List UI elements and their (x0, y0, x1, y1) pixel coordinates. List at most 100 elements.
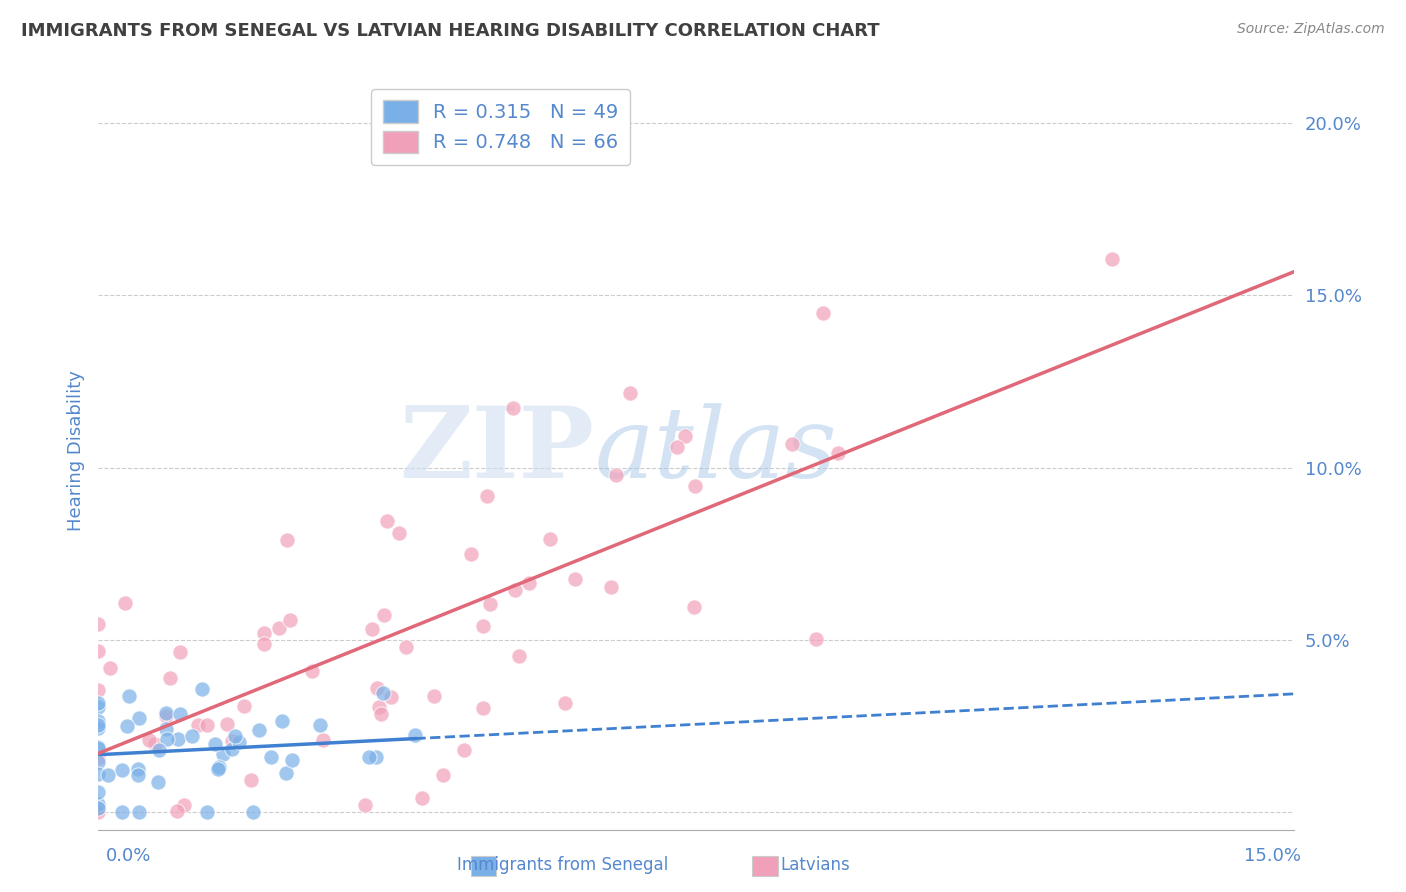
Point (195, 718, 218, 732)
Point (217, 717, 239, 731)
Point (370, 707, 392, 722)
Point (204, 737, 226, 751)
Point (503, 583, 526, 598)
Point (87, 617, 110, 632)
Point (187, 718, 209, 732)
Point (224, 729, 246, 743)
Point (780, 436, 803, 450)
Point (281, 753, 304, 767)
Text: atlas: atlas (595, 403, 837, 498)
Text: IMMIGRANTS FROM SENEGAL VS LATVIAN HEARING DISABILITY CORRELATION CHART: IMMIGRANTS FROM SENEGAL VS LATVIAN HEARI… (21, 22, 880, 40)
Point (87, 801, 110, 815)
Point (312, 732, 335, 747)
Point (685, 479, 707, 493)
Point (404, 728, 426, 742)
Point (87, 755, 110, 769)
Point (619, 386, 641, 401)
Point (267, 621, 290, 635)
Point (432, 768, 454, 782)
Point (166, 805, 188, 819)
Point (208, 760, 231, 774)
Point (221, 733, 243, 747)
Point (1101, 252, 1123, 266)
Point (276, 533, 298, 547)
Point (87, 739, 110, 754)
Y-axis label: Hearing Disability: Hearing Disability (66, 370, 84, 531)
Point (395, 640, 418, 655)
Point (388, 526, 411, 541)
Point (128, 711, 150, 725)
Point (479, 597, 502, 611)
Point (155, 706, 177, 720)
Point (605, 467, 627, 482)
Point (811, 306, 834, 320)
Point (169, 645, 191, 659)
Text: Immigrants from Senegal: Immigrants from Senegal (457, 856, 668, 874)
Point (247, 723, 270, 738)
Point (87, 750, 110, 764)
Text: Latvians: Latvians (780, 856, 851, 874)
Point (472, 619, 495, 633)
Point (114, 596, 136, 610)
Point (143, 737, 166, 751)
Point (173, 798, 195, 813)
Point (87, 714, 110, 729)
Point (280, 614, 302, 628)
Point (239, 773, 262, 788)
Point (191, 681, 214, 696)
Point (87, 722, 110, 736)
Point (361, 622, 384, 636)
Point (354, 797, 377, 812)
Point (538, 532, 561, 546)
Point (380, 690, 402, 705)
Point (111, 763, 134, 777)
Point (146, 774, 169, 789)
Point (673, 429, 696, 443)
Point (411, 790, 433, 805)
Point (128, 805, 150, 820)
Point (271, 714, 294, 728)
Point (159, 671, 181, 685)
Point (207, 762, 229, 776)
Point (683, 599, 706, 614)
Point (804, 632, 827, 646)
Point (665, 440, 688, 454)
Legend: R = 0.315   N = 49, R = 0.748   N = 66: R = 0.315 N = 49, R = 0.748 N = 66 (371, 88, 630, 165)
Point (364, 750, 387, 764)
Point (87, 740, 110, 755)
Point (115, 719, 138, 733)
Point (166, 732, 188, 747)
Point (127, 768, 149, 782)
Point (253, 637, 276, 651)
Point (232, 699, 254, 714)
Text: 0.0%: 0.0% (105, 847, 150, 864)
Point (827, 446, 849, 460)
Point (475, 489, 498, 503)
Text: ZIP: ZIP (399, 402, 595, 499)
Point (127, 762, 149, 776)
Point (301, 664, 323, 678)
Point (148, 743, 170, 757)
Point (169, 706, 191, 721)
Point (221, 742, 243, 756)
Point (554, 696, 576, 710)
Point (274, 766, 297, 780)
Point (212, 747, 235, 762)
Point (471, 701, 494, 715)
Point (502, 401, 524, 416)
Point (366, 681, 388, 695)
Point (423, 690, 446, 704)
Point (87, 683, 110, 698)
Point (87, 797, 110, 812)
Point (111, 805, 134, 820)
Point (87, 785, 110, 799)
Point (517, 576, 540, 591)
Point (309, 718, 332, 732)
Point (375, 515, 398, 529)
Point (87, 644, 110, 658)
Point (87, 700, 110, 714)
Point (87, 766, 110, 780)
Point (228, 735, 250, 749)
Point (87, 696, 110, 710)
Point (253, 626, 276, 640)
